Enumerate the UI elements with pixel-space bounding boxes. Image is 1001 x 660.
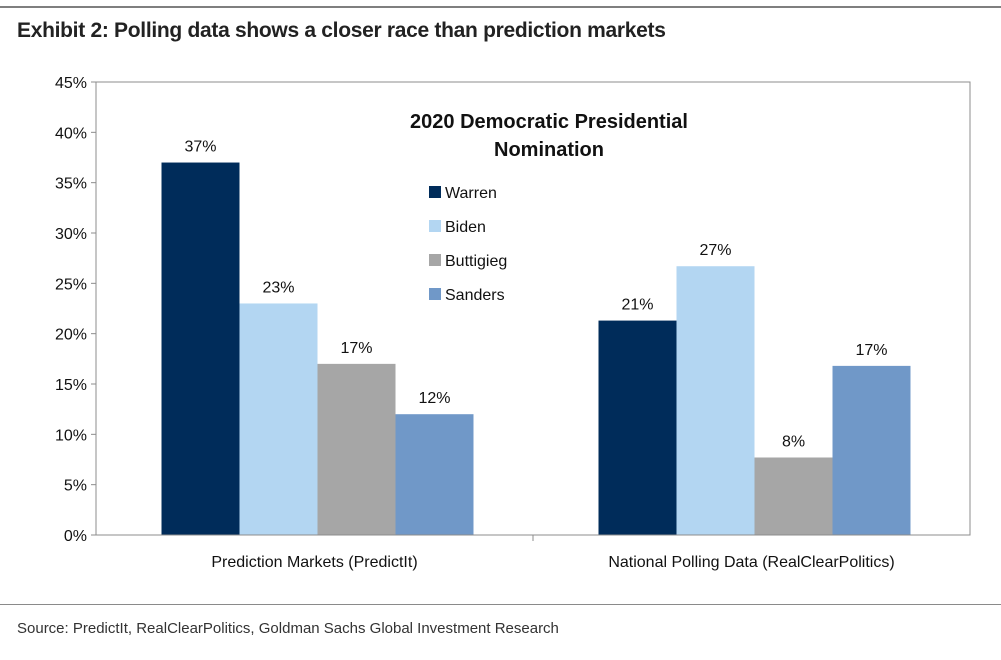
- y-tick-label: 30%: [55, 226, 87, 243]
- y-tick-label: 45%: [55, 75, 87, 92]
- data-label-buttigieg: 8%: [782, 433, 805, 450]
- data-labels-group: 37% 23% 17% 12% 21% 27% 8% 17%: [184, 139, 887, 451]
- legend-swatch-buttigieg: [429, 254, 441, 266]
- y-tick-label: 20%: [55, 327, 87, 344]
- bottom-rule: [0, 604, 1001, 605]
- data-label-buttigieg: 17%: [340, 340, 372, 357]
- data-label-warren: 21%: [621, 297, 653, 314]
- data-label-sanders: 17%: [855, 342, 887, 359]
- x-category-label: National Polling Data (RealClearPolitics…: [608, 554, 894, 571]
- bar-buttigieg: [754, 457, 833, 535]
- exhibit-title: Exhibit 2: Polling data shows a closer r…: [17, 19, 666, 42]
- bar-biden: [676, 266, 755, 535]
- data-label-warren: 37%: [184, 139, 216, 156]
- chart-title: 2020 Democratic Presidential Nomination: [410, 111, 688, 161]
- chart-title-line: 2020 Democratic Presidential: [410, 111, 688, 133]
- bar-chart: 0% 5% 10% 15% 20% 25% 30% 35% 40% 45% 37% 23% 17% 12…: [55, 75, 971, 571]
- bar-sanders: [832, 365, 911, 535]
- bar-warren: [161, 162, 240, 536]
- data-label-biden: 27%: [699, 242, 731, 259]
- x-category-label: Prediction Markets (PredictIt): [211, 554, 417, 571]
- bar-buttigieg: [317, 363, 396, 535]
- x-axis: Prediction Markets (PredictIt) National P…: [96, 534, 970, 571]
- y-tick-label: 40%: [55, 125, 87, 142]
- legend-label-warren: Warren: [445, 185, 497, 202]
- source-note: Source: PredictIt, RealClearPolitics, Go…: [17, 620, 559, 637]
- bar-biden: [239, 303, 318, 535]
- legend: Warren Biden Buttigieg Sanders: [429, 185, 507, 304]
- y-tick-label: 35%: [55, 176, 87, 193]
- legend-label-biden: Biden: [445, 219, 486, 236]
- bar-sanders: [395, 414, 474, 535]
- top-rule: [0, 6, 1001, 8]
- y-tick-label: 0%: [64, 528, 87, 545]
- legend-swatch-biden: [429, 220, 441, 232]
- bar-warren: [598, 320, 677, 535]
- y-tick-label: 25%: [55, 276, 87, 293]
- legend-swatch-warren: [429, 186, 441, 198]
- legend-label-sanders: Sanders: [445, 287, 505, 304]
- y-axis: 0% 5% 10% 15% 20% 25% 30% 35% 40% 45%: [55, 75, 97, 545]
- chart-title-line: Nomination: [494, 139, 604, 161]
- y-tick-label: 10%: [55, 427, 87, 444]
- y-tick-label: 5%: [64, 478, 87, 495]
- legend-swatch-sanders: [429, 288, 441, 300]
- data-label-sanders: 12%: [418, 390, 450, 407]
- y-tick-label: 15%: [55, 377, 87, 394]
- bars-group: [161, 162, 911, 536]
- data-label-biden: 23%: [262, 279, 294, 296]
- legend-label-buttigieg: Buttigieg: [445, 253, 507, 270]
